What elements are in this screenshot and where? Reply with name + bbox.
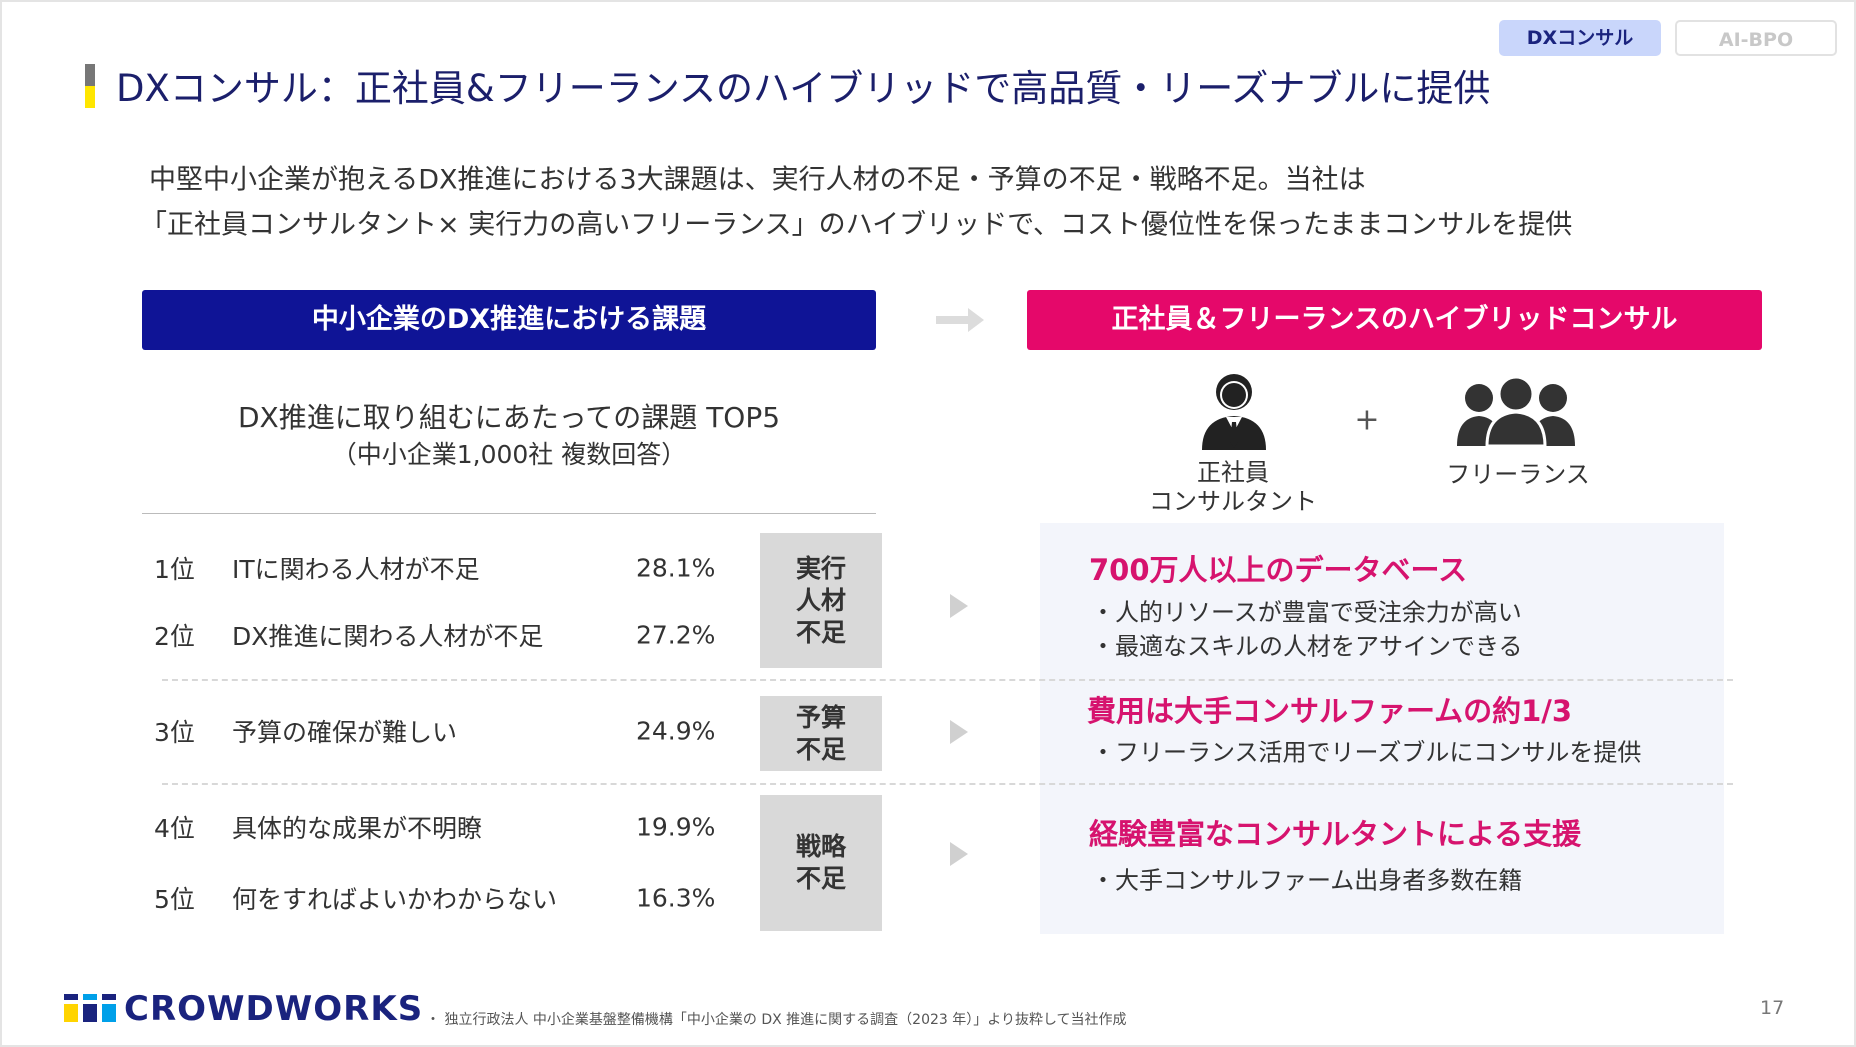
footnote: ・ 独立行政法人 中小企業基盤整備機構「中小企業の DX 推進に関する調査（20…	[426, 1012, 1127, 1028]
group-line: 予算	[795, 702, 846, 732]
row-label: 具体的な成果が不明瞭	[232, 814, 483, 843]
title-accent	[85, 64, 95, 86]
group-box: 予算 不足	[760, 696, 882, 771]
group-line: 不足	[795, 734, 846, 764]
row-label: 何をすればよいかわからない	[232, 885, 558, 914]
left-header: 中小企業のDX推進における課題	[142, 290, 876, 350]
row-pct: 24.9%	[636, 716, 716, 746]
group-box: 実行 人材 不足	[760, 533, 882, 668]
arrow	[936, 308, 984, 332]
row-pct: 19.9%	[636, 812, 716, 842]
row-rank: 3位	[154, 718, 195, 747]
benefit-bullet: ・最適なスキルの人材をアサインできる	[1091, 632, 1523, 661]
plus: +	[1354, 402, 1380, 438]
logo-mark	[64, 994, 116, 1022]
group-box: 戦略 不足	[760, 795, 882, 931]
dashed-divider	[162, 679, 1733, 681]
row-rank: 5位	[154, 885, 195, 914]
triangle	[950, 720, 968, 744]
benefit-bullet: ・人的リソースが豊富で受注余力が高い	[1091, 598, 1522, 627]
title-accent	[85, 86, 95, 108]
right-header: 正社員＆フリーランスのハイブリッドコンサル	[1027, 290, 1762, 350]
tab-active[interactable]: DXコンサル	[1499, 20, 1661, 56]
benefit-heading: 経験豊富なコンサルタントによる支援	[1089, 817, 1582, 851]
group-line: 実行	[795, 553, 846, 583]
role-label: 正社員	[1197, 458, 1269, 487]
dashed-divider	[162, 783, 1733, 785]
benefit-heading: 費用は大手コンサルファームの約1/3	[1087, 694, 1573, 728]
row-rank: 2位	[154, 622, 195, 651]
intro: 「正社員コンサルタント× 実行力の高いフリーランス」のハイブリッドで、コスト優位…	[140, 209, 1573, 241]
title: DXコンサル：正社員&フリーランスのハイブリッドで高品質・リーズナブルに提供	[116, 67, 1491, 110]
page-number: 17	[1760, 997, 1785, 1019]
triangle	[950, 842, 968, 866]
row-rank: 1位	[154, 555, 195, 584]
survey-title: DX推進に取り組むにあたっての課題 TOP5	[237, 401, 781, 434]
employee-icon	[1202, 374, 1266, 450]
freelance-icon	[1457, 376, 1575, 446]
row-label: ITに関わる人材が不足	[232, 555, 480, 584]
divider	[142, 513, 876, 514]
benefit-heading: 700万人以上のデータベース	[1089, 553, 1468, 587]
row-label: 予算の確保が難しい	[232, 718, 458, 747]
tab[interactable]: AI-BPO	[1675, 20, 1837, 56]
benefit-bullet: ・大手コンサルファーム出身者多数在籍	[1091, 866, 1523, 895]
row-pct: 16.3%	[636, 883, 716, 913]
survey-subtitle: （中小企業1,000社 複数回答）	[331, 440, 687, 469]
role-label: フリーランス	[1446, 460, 1590, 489]
benefit-bullet: ・フリーランス活用でリーズブルにコンサルを提供	[1091, 738, 1642, 767]
row-pct: 28.1%	[636, 553, 716, 583]
row-pct: 27.2%	[636, 620, 716, 650]
group-line: 戦略	[795, 832, 846, 861]
benefit-panel	[1040, 523, 1724, 934]
row-rank: 4位	[154, 814, 195, 843]
group-line: 人材	[795, 585, 846, 615]
role-label: コンサルタント	[1149, 487, 1317, 516]
group-line: 不足	[795, 617, 846, 647]
row-label: DX推進に関わる人材が不足	[232, 622, 544, 651]
triangle	[950, 594, 968, 618]
intro: 中堅中小企業が抱えるDX推進における3大課題は、実行人材の不足・予算の不足・戦略…	[149, 164, 1366, 196]
logo-text: CROWDWORKS	[124, 989, 424, 1029]
group-line: 不足	[795, 864, 846, 893]
